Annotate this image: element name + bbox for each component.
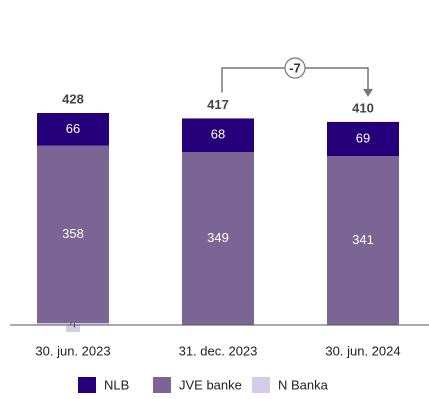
x-tick-label: 31. dec. 2023 [179,343,258,358]
data-label: 66 [66,121,80,136]
legend-swatch [252,377,270,393]
data-label: 68 [211,127,225,142]
data-label: 341 [352,232,374,247]
legend-swatch [78,377,96,393]
bar-segment [327,121,399,157]
total-label: 428 [62,91,84,106]
legend-label: N Banka [278,377,329,392]
legend-label: JVE banke [179,377,242,392]
total-label: 417 [207,97,229,112]
x-tick-label: 30. jun. 2024 [325,343,400,358]
data-label: 349 [207,230,229,245]
bar-segment [327,156,399,325]
change-circle [284,57,306,79]
bar-segment [182,118,254,153]
legend-swatch [153,377,171,393]
arrow-head [363,88,373,97]
bar-segment [182,152,254,325]
bar-segment [37,145,109,324]
change-label: -7 [289,60,301,75]
legend-label: NLB [104,377,129,392]
bar-segment [37,113,109,146]
data-label: 358 [62,226,84,241]
total-label: 410 [352,100,374,115]
data-label: 69 [356,130,370,145]
x-tick-label: 30. jun. 2023 [35,343,110,358]
